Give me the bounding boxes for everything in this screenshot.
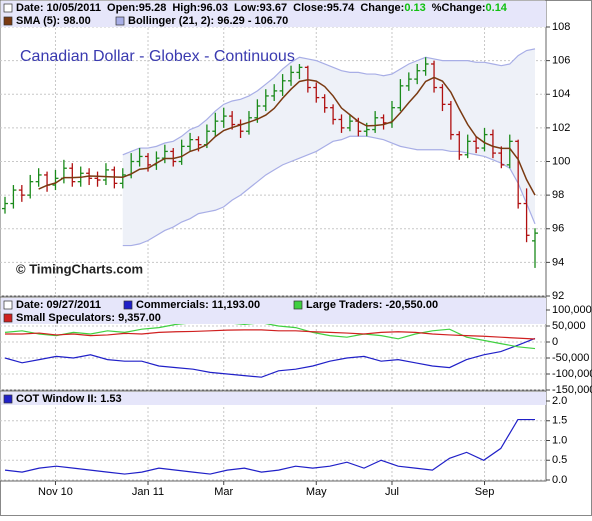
legend-swatch	[293, 300, 303, 310]
x-tick-label: Jan 11	[132, 486, 164, 498]
y-tick-label: 106	[552, 55, 570, 67]
series-line	[4, 320, 536, 350]
bollinger-band	[122, 48, 536, 246]
watermark: © TimingCharts.com	[16, 261, 143, 276]
legend-label: Large Traders: -20,550.00	[306, 299, 438, 311]
x-tick-label: Sep	[475, 486, 495, 498]
y-tick-label: -50,000	[552, 352, 589, 364]
y-tick-label: 108	[552, 21, 570, 33]
info-part: Change:	[360, 2, 404, 14]
y-tick-label: 0.0	[552, 474, 567, 486]
legend-swatch	[115, 16, 125, 26]
x-tick-label: Nov 10	[38, 486, 73, 498]
legend-swatch	[3, 3, 13, 13]
bollinger-upper	[122, 48, 536, 156]
info-part: 0.14	[486, 2, 508, 14]
chart-title: Canadian Dollar - Globex - Continuous	[20, 48, 295, 65]
y-tick-label: 100	[552, 155, 570, 167]
y-tick-label: 98	[552, 189, 564, 201]
series-line	[4, 418, 535, 475]
legend-row	[1, 1, 546, 14]
legend-swatch	[3, 313, 13, 323]
info-part: Date: 09/27/2011	[16, 299, 101, 311]
legend-label: Bollinger (21, 2): 96.29 - 106.70	[128, 15, 288, 27]
y-tick-label: 94	[552, 256, 564, 268]
sma-line	[38, 76, 536, 196]
info-text: Date: 10/05/2011 Open:95.28 High:96.03 Low:…	[16, 2, 508, 14]
bollinger-lower	[122, 135, 536, 247]
y-tick-label: 92	[552, 290, 564, 302]
series-line	[4, 337, 536, 378]
y-tick-label: 0	[552, 336, 558, 348]
legend-label: Commercials: 11,193.00	[136, 299, 260, 311]
legend-row	[1, 392, 546, 405]
info-text: Date: 09/27/2011	[16, 299, 101, 311]
y-tick-label: 96	[552, 223, 564, 235]
y-tick-label: 2.0	[552, 395, 567, 407]
info-part: High:96.03	[172, 2, 228, 14]
legend-swatch	[3, 394, 13, 404]
x-tick-label: Jul	[385, 486, 399, 498]
legend-swatch	[123, 300, 133, 310]
y-tick-label: 100,000	[552, 304, 592, 316]
y-tick-label: 1.5	[552, 415, 567, 427]
info-part: Open:95.28	[107, 2, 166, 14]
legend-label: SMA (5): 98.00	[16, 15, 91, 27]
series-line	[5, 329, 536, 340]
info-part: Close:95.74	[293, 2, 355, 14]
y-tick-label: 102	[552, 122, 570, 134]
y-tick-label: 104	[552, 88, 570, 100]
legend-swatch	[3, 16, 13, 26]
legend-row	[1, 14, 546, 27]
y-tick-label: 0.5	[552, 454, 567, 466]
info-part: 0.13	[404, 2, 425, 14]
plot-area	[0, 390, 547, 482]
y-tick-label: -100,000	[552, 368, 592, 380]
y-tick-label: 1.0	[552, 434, 567, 446]
legend-row	[1, 311, 546, 324]
legend-label: COT Window II: 1.53	[16, 393, 122, 405]
info-part: Date: 10/05/2011	[16, 2, 101, 14]
legend-swatch	[3, 300, 13, 310]
info-part: Low:93.67	[234, 2, 287, 14]
x-tick-label: Mar	[214, 486, 233, 498]
y-tick-label: -150,000	[552, 384, 592, 396]
y-tick-label: 50,000	[552, 320, 586, 332]
legend-row	[1, 298, 546, 311]
x-tick-label: May	[306, 486, 327, 498]
info-part: %Change:	[432, 2, 486, 14]
legend-label: Small Speculators: 9,357.00	[16, 312, 161, 324]
